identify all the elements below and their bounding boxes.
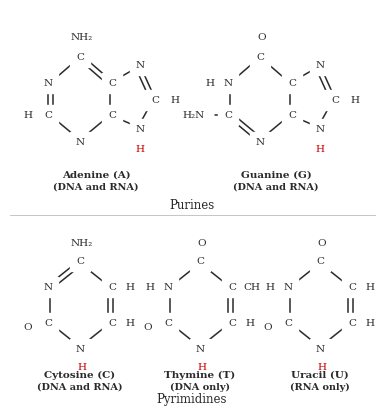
Text: C: C (44, 319, 52, 328)
Text: N: N (196, 344, 204, 353)
Text: H: H (77, 363, 87, 372)
Text: C: C (284, 319, 292, 328)
Text: C: C (44, 111, 52, 120)
Text: O: O (264, 323, 272, 332)
Text: N: N (44, 282, 53, 291)
Text: C: C (331, 95, 339, 104)
Text: (RNA only): (RNA only) (290, 383, 350, 392)
Text: N: N (315, 60, 325, 69)
Text: Cytosine (C): Cytosine (C) (44, 370, 116, 380)
Text: C: C (256, 53, 264, 62)
Text: N: N (164, 282, 172, 291)
Text: C: C (151, 95, 159, 104)
Text: N: N (44, 79, 53, 88)
Text: C: C (164, 319, 172, 328)
Text: H: H (365, 319, 375, 328)
Text: C: C (288, 111, 296, 120)
Text: Purines: Purines (169, 199, 214, 212)
Text: H: H (318, 363, 326, 372)
Text: N: N (223, 79, 233, 88)
Text: C: C (348, 319, 356, 328)
Text: Adenine (A): Adenine (A) (62, 171, 130, 180)
Text: O: O (258, 32, 266, 42)
Text: H: H (365, 282, 375, 291)
Text: C: C (108, 79, 116, 88)
Text: NH₂: NH₂ (71, 32, 93, 42)
Text: O: O (24, 323, 32, 332)
Text: N: N (315, 125, 325, 134)
Text: Guanine (G): Guanine (G) (241, 171, 311, 180)
Text: C: C (228, 282, 236, 291)
Text: O: O (318, 238, 326, 247)
Text: C: C (348, 282, 356, 291)
Text: Pyrimidines: Pyrimidines (157, 393, 227, 406)
Text: (DNA only): (DNA only) (170, 383, 230, 392)
Text: NH₂: NH₂ (71, 238, 93, 247)
Text: C: C (76, 256, 84, 266)
Text: N: N (75, 344, 85, 353)
Text: H: H (23, 111, 32, 120)
Text: H: H (198, 363, 206, 372)
Text: N: N (136, 125, 144, 134)
Text: N: N (283, 282, 293, 291)
Text: H: H (136, 145, 144, 153)
Text: H: H (171, 95, 179, 104)
Text: O: O (198, 238, 206, 247)
Text: C: C (288, 79, 296, 88)
Text: (DNA and RNA): (DNA and RNA) (53, 182, 139, 192)
Text: C: C (108, 282, 116, 291)
Text: H₂N: H₂N (183, 111, 205, 120)
Text: C: C (316, 256, 324, 266)
Text: H: H (126, 319, 134, 328)
Text: H: H (350, 95, 360, 104)
Text: O: O (144, 323, 152, 332)
Text: C: C (108, 111, 116, 120)
Text: C: C (228, 319, 236, 328)
Text: N: N (315, 344, 325, 353)
Text: C: C (224, 111, 232, 120)
Text: (DNA and RNA): (DNA and RNA) (37, 383, 123, 392)
Text: N: N (255, 138, 264, 146)
Text: N: N (136, 60, 144, 69)
Text: H: H (146, 282, 154, 291)
Text: N: N (75, 138, 85, 146)
Text: CH₃: CH₃ (243, 282, 264, 291)
Text: Uracil (U): Uracil (U) (291, 370, 349, 379)
Text: H: H (126, 282, 134, 291)
Text: C: C (196, 256, 204, 266)
Text: H: H (315, 145, 325, 153)
Text: Thymine (T): Thymine (T) (164, 370, 236, 380)
Text: H: H (206, 79, 214, 88)
Text: (DNA and RNA): (DNA and RNA) (233, 182, 319, 192)
Text: C: C (76, 53, 84, 62)
Text: H: H (266, 282, 275, 291)
Text: C: C (108, 319, 116, 328)
Text: H: H (246, 319, 254, 328)
